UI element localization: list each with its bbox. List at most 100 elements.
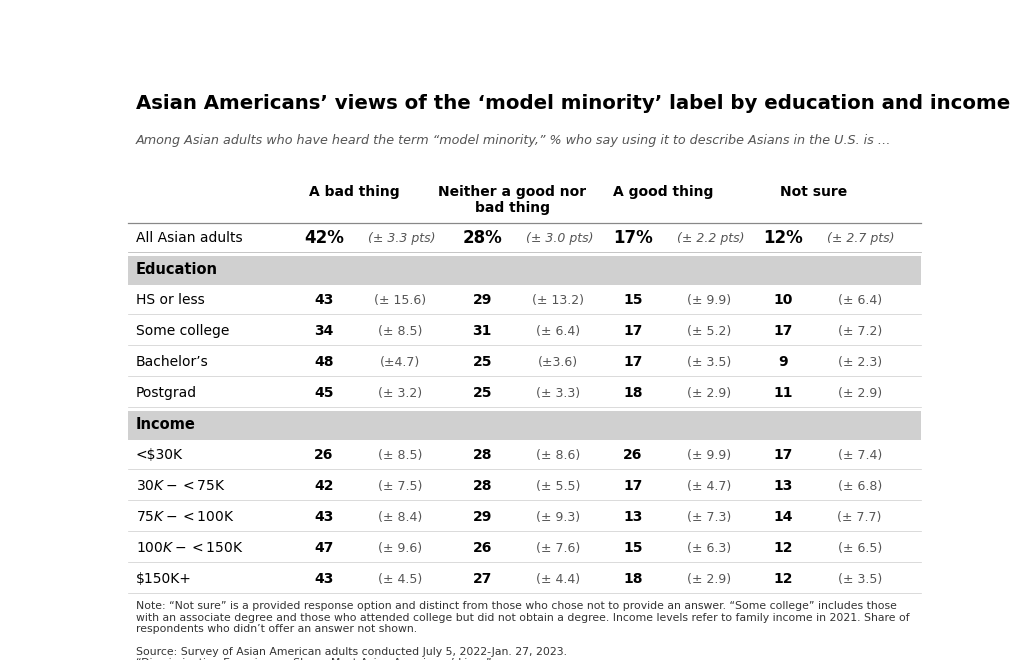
Text: (± 9.3): (± 9.3) [536,511,580,524]
Text: $75K-<$100K: $75K-<$100K [136,510,234,524]
Text: Income: Income [136,417,195,432]
Text: 42: 42 [314,479,333,494]
Text: 18: 18 [623,572,642,586]
Text: (± 9.6): (± 9.6) [377,542,421,555]
Text: 26: 26 [473,541,492,555]
Text: (± 4.7): (± 4.7) [686,480,731,493]
Text: (±3.6): (±3.6) [538,356,578,369]
Text: (± 3.2): (± 3.2) [377,387,421,400]
Text: 11: 11 [773,386,793,401]
Text: (± 4.4): (± 4.4) [536,573,580,586]
Text: (± 2.9): (± 2.9) [687,387,731,400]
Text: 34: 34 [314,324,333,339]
Text: (±4.7): (±4.7) [380,356,419,369]
Text: (± 3.3): (± 3.3) [536,387,580,400]
Text: (± 9.9): (± 9.9) [687,449,731,462]
Text: 29: 29 [473,293,492,308]
Text: 26: 26 [623,448,642,463]
Text: 15: 15 [623,293,642,308]
Text: 48: 48 [314,355,333,370]
Text: 17: 17 [623,479,642,494]
Text: (± 6.8): (± 6.8) [838,480,882,493]
Text: 10: 10 [773,293,793,308]
Text: 45: 45 [314,386,333,401]
Text: 27: 27 [473,572,492,586]
Text: Education: Education [136,262,218,277]
Text: (± 6.4): (± 6.4) [536,325,580,338]
Text: HS or less: HS or less [136,293,205,308]
Text: 17: 17 [773,448,793,463]
Text: 28: 28 [473,479,492,494]
Text: Not sure: Not sure [781,185,847,199]
Text: 14: 14 [773,510,793,524]
Text: 12%: 12% [763,230,803,248]
Text: A good thing: A good thing [613,185,713,199]
Text: 17: 17 [773,324,793,339]
Text: (± 3.0 pts): (± 3.0 pts) [526,232,593,245]
Text: 17: 17 [623,355,642,370]
Text: (± 8.6): (± 8.6) [536,449,580,462]
Text: 18: 18 [623,386,642,401]
Text: (± 7.3): (± 7.3) [686,511,731,524]
Text: A bad thing: A bad thing [309,185,399,199]
Text: Note: “Not sure” is a provided response option and distinct from those who chose: Note: “Not sure” is a provided response … [136,601,909,634]
Text: 13: 13 [623,510,642,524]
Text: (± 2.7 pts): (± 2.7 pts) [828,232,895,245]
Text: $30K-<$75K: $30K-<$75K [136,479,226,494]
Text: 43: 43 [314,510,333,524]
Text: (± 7.6): (± 7.6) [536,542,580,555]
Text: (± 6.5): (± 6.5) [838,542,882,555]
Text: Some college: Some college [136,324,229,339]
Text: 29: 29 [473,510,492,524]
Text: Asian Americans’ views of the ‘model minority’ label by education and income: Asian Americans’ views of the ‘model min… [136,94,1010,114]
Text: (± 3.5): (± 3.5) [838,573,882,586]
Text: Source: Survey of Asian American adults conducted July 5, 2022-Jan. 27, 2023.
“D: Source: Survey of Asian American adults … [136,647,567,660]
Text: (± 6.3): (± 6.3) [687,542,731,555]
Text: Bachelor’s: Bachelor’s [136,355,209,370]
Text: (± 9.9): (± 9.9) [687,294,731,307]
Text: (± 5.5): (± 5.5) [536,480,581,493]
Text: (± 7.7): (± 7.7) [838,511,882,524]
Text: 31: 31 [473,324,492,339]
Text: 43: 43 [314,293,333,308]
Text: $150K+: $150K+ [136,572,191,586]
Text: (± 7.5): (± 7.5) [377,480,422,493]
Text: (± 3.5): (± 3.5) [686,356,731,369]
Text: (± 4.5): (± 4.5) [377,573,421,586]
Text: (± 7.4): (± 7.4) [838,449,882,462]
Text: 12: 12 [773,572,793,586]
Text: 17%: 17% [613,230,653,248]
Text: (± 8.4): (± 8.4) [377,511,421,524]
Text: Postgrad: Postgrad [136,386,197,401]
Text: <$30K: <$30K [136,448,183,463]
Text: Among Asian adults who have heard the term “model minority,” % who say using it : Among Asian adults who have heard the te… [136,133,891,147]
Text: 12: 12 [773,541,793,555]
Text: 9: 9 [779,355,789,370]
Text: (± 13.2): (± 13.2) [532,294,584,307]
Text: $100K-<$150K: $100K-<$150K [136,541,243,555]
Text: 15: 15 [623,541,642,555]
Text: (± 2.9): (± 2.9) [838,387,882,400]
Text: (± 8.5): (± 8.5) [377,449,422,462]
Text: 42%: 42% [304,230,344,248]
Text: (± 2.3): (± 2.3) [838,356,882,369]
Text: 26: 26 [314,448,333,463]
Text: (± 7.2): (± 7.2) [838,325,882,338]
Text: 25: 25 [473,386,492,401]
Text: (± 2.9): (± 2.9) [687,573,731,586]
Text: Neither a good nor
bad thing: Neither a good nor bad thing [438,185,586,215]
Text: (± 15.6): (± 15.6) [373,294,426,307]
Text: 13: 13 [773,479,793,494]
Text: 47: 47 [314,541,333,555]
Text: 28%: 28% [462,230,502,248]
Text: (± 8.5): (± 8.5) [377,325,422,338]
Text: (± 5.2): (± 5.2) [686,325,731,338]
Text: All Asian adults: All Asian adults [136,232,242,246]
FancyBboxPatch shape [128,256,921,285]
FancyBboxPatch shape [128,411,921,440]
Text: (± 3.3 pts): (± 3.3 pts) [367,232,435,245]
Text: 25: 25 [473,355,492,370]
Text: 17: 17 [623,324,642,339]
Text: 43: 43 [314,572,333,586]
Text: (± 6.4): (± 6.4) [838,294,882,307]
